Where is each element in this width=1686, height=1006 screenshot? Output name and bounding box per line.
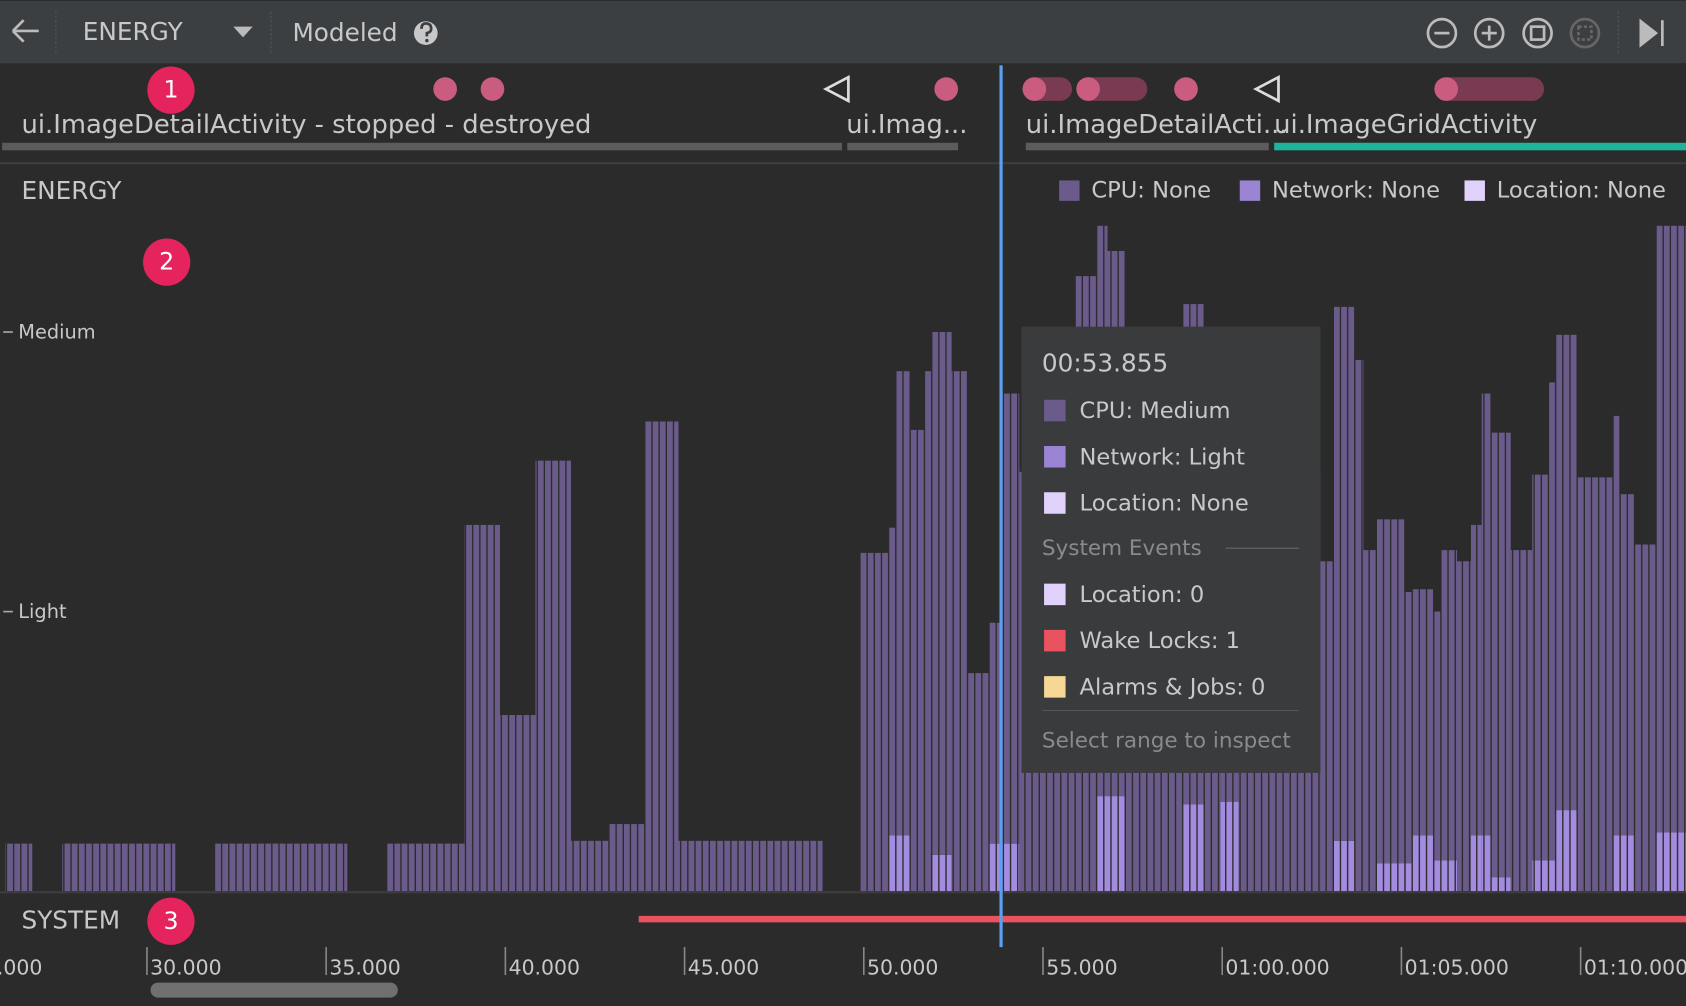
tooltip-item: Network: Light bbox=[1080, 444, 1246, 470]
badge-label: 3 bbox=[163, 907, 178, 935]
event-markers bbox=[433, 74, 1545, 104]
axes: Light Medium CPU: None Network: None Locatio… bbox=[3, 178, 1666, 623]
tooltip-swatch bbox=[1044, 492, 1066, 514]
zoom-out[interactable] bbox=[1426, 17, 1458, 49]
y-tick-label: Light bbox=[18, 600, 67, 623]
tooltip-item: Alarms & Jobs: 0 bbox=[1080, 674, 1266, 700]
toolbar bbox=[0, 0, 1686, 64]
tooltip-item: CPU: Medium bbox=[1080, 398, 1231, 424]
legend-swatch bbox=[1239, 180, 1261, 201]
legend-label: CPU: None bbox=[1091, 178, 1211, 204]
x-tick-label: 01:10.000 bbox=[1584, 956, 1686, 980]
badge-label: 2 bbox=[159, 248, 174, 276]
legend-swatch bbox=[1464, 180, 1485, 201]
badge: 1 bbox=[147, 66, 195, 114]
legend-label: Location: None bbox=[1497, 178, 1666, 204]
tooltip: 00:53.855 System Events Select range to … bbox=[1021, 326, 1321, 773]
y-tick-label: Medium bbox=[18, 321, 95, 344]
x-tick-label: 35.000 bbox=[329, 956, 400, 980]
tooltip-item: Location: None bbox=[1080, 491, 1249, 517]
reset-zoom[interactable] bbox=[1522, 17, 1553, 49]
badge-label: 1 bbox=[163, 76, 178, 104]
track-title: ENERGY bbox=[22, 176, 123, 205]
tooltip-swatch bbox=[1044, 446, 1066, 468]
activity-bar bbox=[1274, 142, 1686, 151]
tooltip-panel bbox=[1021, 326, 1321, 773]
x-tick-label: 55.000 bbox=[1046, 956, 1117, 980]
x-tick-label: 50.000 bbox=[867, 956, 938, 980]
badge: 3 bbox=[147, 897, 195, 945]
help-icon[interactable] bbox=[413, 21, 438, 45]
zoom-in[interactable] bbox=[1473, 17, 1505, 49]
x-tick-label: 30.000 bbox=[150, 956, 221, 980]
activity-name: ui.ImageGridActivity bbox=[1274, 110, 1537, 140]
go-live[interactable] bbox=[1639, 18, 1664, 48]
tooltip-hint: Select range to inspect bbox=[1042, 729, 1291, 754]
x-tick-label: 45.000 bbox=[688, 956, 759, 980]
bar-stripes bbox=[0, 215, 1686, 894]
tooltip-section: System Events bbox=[1042, 536, 1202, 561]
x-tick-label: 25.000 bbox=[0, 956, 42, 980]
x-tick-label: 01:05.000 bbox=[1405, 956, 1509, 980]
mode-label: Modeled bbox=[292, 18, 397, 47]
tooltip-item: Wake Locks: 1 bbox=[1080, 628, 1240, 654]
x-axis: 25.000 30.000 35.000 40.000 45.000 50.000 55.0… bbox=[0, 947, 1686, 980]
tooltip-swatch bbox=[1044, 629, 1066, 652]
back-button[interactable] bbox=[11, 19, 39, 43]
monitor-dropdown[interactable]: ENERGY bbox=[83, 17, 184, 46]
tooltip-swatch bbox=[1044, 399, 1066, 422]
legend-label: Network: None bbox=[1272, 178, 1440, 204]
activity-bar bbox=[1025, 142, 1269, 151]
legend-swatch bbox=[1059, 180, 1080, 201]
tooltip-swatch bbox=[1044, 583, 1066, 606]
badge: 2 bbox=[143, 238, 191, 286]
x-tick-label: 40.000 bbox=[509, 956, 580, 980]
activity-bar bbox=[2, 142, 842, 151]
tooltip-time: 00:53.855 bbox=[1042, 348, 1168, 377]
tooltip-swatch bbox=[1044, 676, 1066, 698]
dropdown-arrow[interactable] bbox=[233, 26, 253, 38]
activity-name: ui.ImageDetailActi... bbox=[1026, 110, 1288, 140]
x-tick-label: 01:00.000 bbox=[1225, 956, 1329, 980]
track-title: SYSTEM bbox=[22, 905, 121, 934]
activity-name: ui.Imag... bbox=[846, 110, 967, 140]
tooltip-item: Location: 0 bbox=[1080, 582, 1205, 608]
activity-bar bbox=[847, 142, 959, 151]
activity-name: ui.ImageDetailActivity - stopped - destr… bbox=[22, 110, 592, 140]
scrollbar[interactable] bbox=[150, 982, 398, 998]
